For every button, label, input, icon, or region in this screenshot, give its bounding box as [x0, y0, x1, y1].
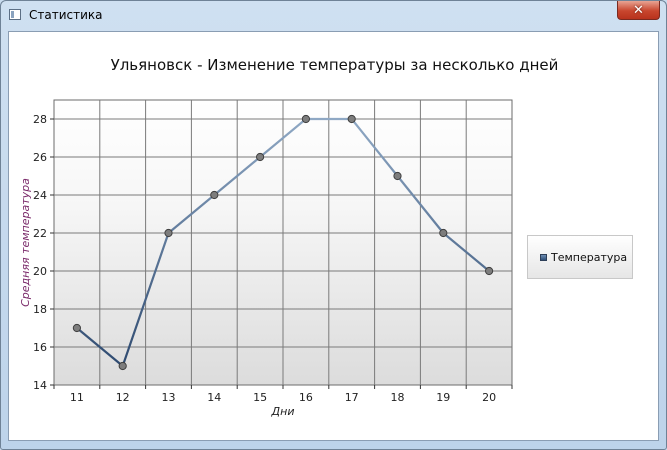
x-tick-label: 17 [345, 391, 359, 404]
title-bar[interactable]: Статистика ✕ [1, 1, 666, 31]
window-title: Статистика [29, 8, 103, 22]
x-tick-label: 15 [253, 391, 267, 404]
y-tick-label: 26 [33, 151, 47, 164]
chart-area: Ульяновск - Изменение температуры за нес… [8, 31, 659, 441]
data-point [439, 228, 448, 238]
x-tick-label: 12 [116, 391, 130, 404]
legend: Температура [527, 235, 633, 279]
line-chart: 14 16 18 20 22 24 26 28 11 12 13 14 15 16 17 18 19 20 Дни С… [19, 99, 513, 418]
window-icon [9, 9, 21, 20]
close-button[interactable]: ✕ [617, 1, 660, 20]
x-axis-label: Дни [271, 405, 295, 418]
y-tick-label: 18 [33, 303, 47, 316]
y-tick-label: 28 [33, 113, 47, 126]
x-tick-label: 20 [482, 391, 496, 404]
data-point [164, 228, 173, 238]
x-tick-label: 18 [391, 391, 405, 404]
data-point [347, 114, 356, 124]
x-tick-label: 11 [70, 391, 84, 404]
x-tick-label: 16 [299, 391, 313, 404]
data-point [301, 114, 310, 124]
y-tick-label: 14 [33, 379, 47, 392]
y-tick-label: 16 [33, 341, 47, 354]
y-tick-label: 20 [33, 265, 47, 278]
data-point [485, 266, 494, 276]
chart-title: Ульяновск - Изменение температуры за нес… [110, 56, 559, 74]
close-icon: ✕ [633, 2, 644, 18]
legend-swatch [540, 253, 547, 261]
y-tick-label: 22 [33, 227, 47, 240]
x-tick-label: 14 [207, 391, 221, 404]
x-tick-label: 13 [162, 391, 176, 404]
data-point [256, 152, 265, 162]
x-tick-label: 19 [436, 391, 450, 404]
y-tick-label: 24 [33, 189, 47, 202]
data-point [210, 190, 219, 200]
series-line [76, 117, 490, 368]
legend-label: Температура [551, 250, 628, 264]
data-point [72, 323, 82, 333]
data-point [118, 361, 127, 371]
y-axis-label: Средняя температура [19, 178, 32, 307]
data-point [393, 171, 402, 181]
